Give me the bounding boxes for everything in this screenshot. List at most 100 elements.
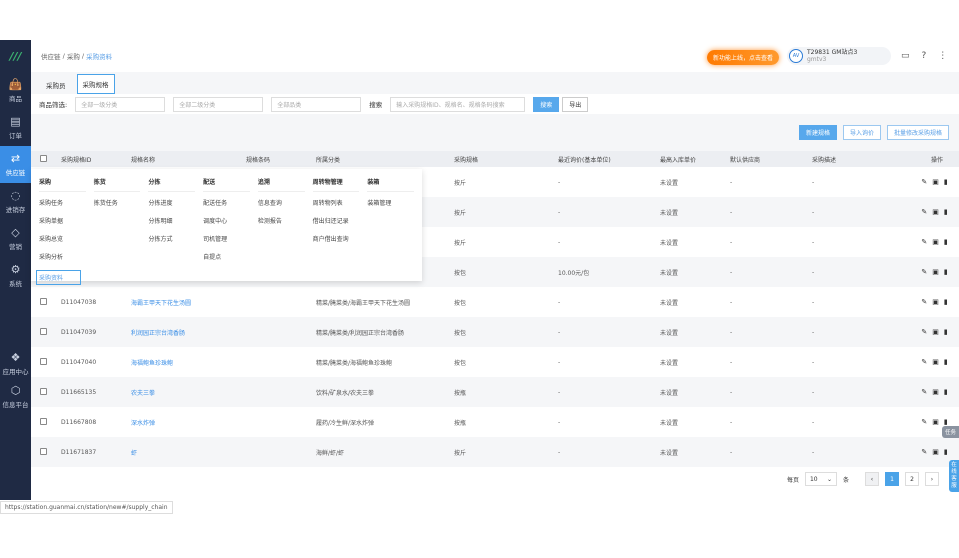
menu-item[interactable]: 分拣明细 <box>148 218 173 225</box>
menu-item[interactable]: 装箱管理 <box>367 200 392 207</box>
edit-icon[interactable]: ✎ <box>921 298 933 306</box>
tab-buyer[interactable]: 采购员 <box>46 82 66 90</box>
spec-name-link[interactable]: 海福鲍鱼珍珠鲍 <box>131 359 174 367</box>
new-spec-button[interactable]: 新建规格 <box>798 125 837 140</box>
spec-name-link[interactable]: 虾 <box>131 437 246 467</box>
spec-name-link[interactable]: 利润园正宗台湾香肠 <box>131 317 246 347</box>
menu-item[interactable]: 采购单据 <box>39 218 64 225</box>
cat2-select[interactable]: 全部二级分类 <box>173 96 264 112</box>
export-button[interactable]: 导出 <box>562 96 589 112</box>
sidebar-item-7[interactable]: ⬡ 信息平台 <box>0 378 31 415</box>
batch-edit-button[interactable]: 批量修改采购规格 <box>886 125 949 140</box>
task-float-button[interactable]: 任务 <box>941 426 959 438</box>
copy-icon[interactable]: ▣ <box>932 208 944 216</box>
message-icon[interactable]: ▭ <box>901 51 910 61</box>
tab-spec[interactable]: 采购规格 <box>76 74 115 94</box>
copy-icon[interactable]: ▣ <box>932 418 944 426</box>
menu-item[interactable]: 分拣进度 <box>148 200 173 207</box>
menu-item[interactable]: 采购任务 <box>39 200 64 207</box>
prev-page-button[interactable]: ‹ <box>865 472 879 486</box>
page-2-button[interactable]: 2 <box>905 472 919 486</box>
next-page-button[interactable]: › <box>925 472 939 486</box>
import-price-button[interactable]: 导入询价 <box>842 125 881 140</box>
menu-item[interactable]: 自提点 <box>203 254 222 261</box>
cat1-select[interactable]: 全部一级分类 <box>75 96 166 112</box>
copy-icon[interactable]: ▣ <box>932 298 944 306</box>
menu-item[interactable]: 采购分析 <box>39 254 64 261</box>
delete-icon[interactable]: ▮ <box>943 328 953 336</box>
edit-icon[interactable]: ✎ <box>921 208 933 216</box>
menu-item[interactable]: 采购总览 <box>39 236 64 243</box>
delete-icon[interactable]: ▮ <box>943 208 953 216</box>
menu-item[interactable]: 信息查询 <box>257 200 282 207</box>
search-input[interactable]: 输入采购规格ID、规格名、规格条码搜索 <box>390 96 526 112</box>
edit-icon[interactable]: ✎ <box>921 178 933 186</box>
row-checkbox[interactable] <box>40 387 47 395</box>
delete-icon[interactable]: ▮ <box>943 358 953 366</box>
menu-item[interactable]: 周转物列表 <box>312 200 343 207</box>
spec-name-link[interactable]: 海霸王甲天下花生汤圆 <box>131 299 192 307</box>
spec-name-link[interactable]: 农夫三拳 <box>131 377 246 407</box>
delete-icon[interactable]: ▮ <box>943 388 953 396</box>
copy-icon[interactable]: ▣ <box>932 178 944 186</box>
row-checkbox[interactable] <box>40 327 47 335</box>
breadcrumb-item[interactable]: 采购 <box>66 53 80 61</box>
menu-item[interactable]: 司机管理 <box>203 236 228 243</box>
copy-icon[interactable]: ▣ <box>932 328 944 336</box>
user-menu[interactable]: AV T29831 GM站点3 gmtv3 <box>787 47 891 65</box>
default-supplier: - <box>730 178 733 186</box>
edit-icon[interactable]: ✎ <box>921 238 933 246</box>
menu-item[interactable]: 商户借出查询 <box>312 236 349 243</box>
delete-icon[interactable]: ▮ <box>943 268 953 276</box>
copy-icon[interactable]: ▣ <box>932 238 944 246</box>
service-float-button[interactable]: 在线客服 <box>949 460 959 492</box>
max-price: 未设置 <box>660 299 679 307</box>
edit-icon[interactable]: ✎ <box>921 388 933 396</box>
row-checkbox[interactable] <box>40 447 47 455</box>
copy-icon[interactable]: ▣ <box>932 388 944 396</box>
menu-item[interactable]: 调度中心 <box>203 218 228 225</box>
delete-icon[interactable]: ▮ <box>943 418 953 426</box>
delete-icon[interactable]: ▮ <box>943 178 953 186</box>
sidebar-item-6[interactable]: ❖ 应用中心 <box>0 345 31 382</box>
select-all-checkbox[interactable] <box>40 154 47 162</box>
delete-icon[interactable]: ▮ <box>943 448 953 456</box>
edit-icon[interactable]: ✎ <box>921 328 933 336</box>
edit-icon[interactable]: ✎ <box>921 268 933 276</box>
sidebar-item-4[interactable]: ◇ 营销 <box>0 220 31 257</box>
sidebar-item-5[interactable]: ⚙ 系统 <box>0 257 31 294</box>
sidebar-item-0[interactable]: 👜 商品 <box>0 72 31 109</box>
edit-icon[interactable]: ✎ <box>921 448 933 456</box>
default-supplier: - <box>730 298 733 306</box>
help-icon[interactable]: ? <box>921 51 927 61</box>
menu-item[interactable]: 拣货任务 <box>93 200 118 207</box>
menu-item[interactable]: 借出归还记录 <box>312 218 349 225</box>
row-checkbox[interactable] <box>40 297 47 305</box>
per-page-select[interactable]: 10 ⌄ <box>804 472 837 486</box>
breadcrumb-item[interactable]: 供应链 <box>41 53 61 61</box>
edit-icon[interactable]: ✎ <box>921 418 933 426</box>
search-button[interactable]: 搜索 <box>533 96 560 112</box>
sidebar-item-2[interactable]: ⇄ 供应链 <box>0 146 31 183</box>
menu-item[interactable]: 配送任务 <box>203 200 228 207</box>
page-1-button[interactable]: 1 <box>885 472 899 486</box>
menu-item[interactable]: 采购资料 <box>36 270 81 285</box>
copy-icon[interactable]: ▣ <box>932 268 944 276</box>
pinlei-select[interactable]: 全部品类 <box>271 96 362 112</box>
sidebar-item-1[interactable]: ▤ 订单 <box>0 109 31 146</box>
promo-button[interactable]: 新功能上线，点击查看 <box>707 50 780 65</box>
copy-icon[interactable]: ▣ <box>932 448 944 456</box>
spec-name-link[interactable]: 深水炸弹 <box>131 419 156 427</box>
row-checkbox[interactable] <box>40 357 47 365</box>
edit-icon[interactable]: ✎ <box>921 358 933 366</box>
row-checkbox[interactable] <box>40 417 47 425</box>
delete-icon[interactable]: ▮ <box>943 298 953 306</box>
copy-icon[interactable]: ▣ <box>932 358 944 366</box>
more-icon[interactable]: ⋮ <box>938 51 948 61</box>
sidebar-item-3[interactable]: ◌ 进销存 <box>0 183 31 220</box>
menu-item[interactable]: 检测报告 <box>257 218 282 225</box>
menu-item[interactable]: 分拣方式 <box>148 236 173 243</box>
column-header[interactable]: 最近询价(基本单位) <box>558 151 660 167</box>
delete-icon[interactable]: ▮ <box>943 238 953 246</box>
purchase-spec: 按包 <box>454 257 558 287</box>
